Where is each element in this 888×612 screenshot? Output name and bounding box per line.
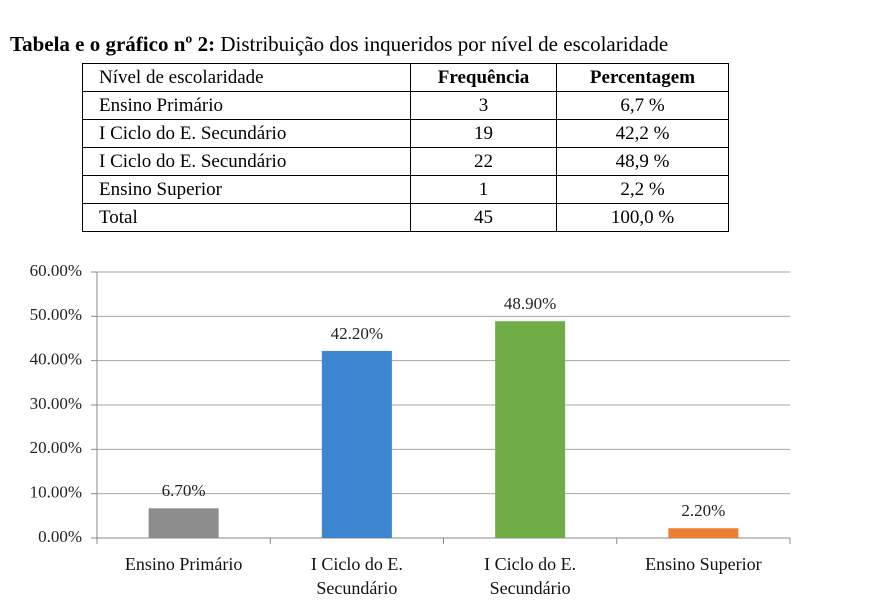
table-cell: 42,2 %	[556, 119, 729, 148]
bar	[148, 508, 219, 538]
header-cell: Percentagem	[556, 63, 729, 92]
table-cell: Ensino Superior	[82, 175, 411, 204]
table-header: Nível de escolaridade Frequência Percent…	[82, 63, 729, 92]
y-tick-label: 60.00%	[30, 261, 82, 280]
x-tick-label: I Ciclo do E. Secundário	[484, 554, 577, 598]
table-cell: 100,0 %	[556, 203, 729, 232]
y-tick-label: 10.00%	[30, 483, 82, 502]
table-cell: Total	[82, 203, 411, 232]
header-cell: Nível de escolaridade	[82, 63, 411, 92]
table-row: I Ciclo do E. Secundário 19 42,2 %	[82, 119, 729, 148]
table-cell: 48,9 %	[556, 147, 729, 176]
bar	[495, 321, 566, 538]
title-text: Distribuição dos inqueridos por nível de…	[220, 32, 669, 56]
bar	[321, 350, 392, 538]
title-label: Tabela e o gráfico nº 2:	[10, 32, 216, 56]
x-tick-label: I Ciclo do E. Secundário	[310, 554, 403, 598]
y-tick-label: 50.00%	[30, 305, 82, 324]
table-cell: Ensino Primário	[82, 91, 411, 120]
table-cell: 45	[410, 203, 557, 232]
table-cell: I Ciclo do E. Secundário	[82, 119, 411, 148]
value-label: 42.20%	[331, 324, 383, 343]
y-tick-label: 20.00%	[30, 438, 82, 457]
table: Nível de escolaridade Frequência Percent…	[82, 63, 729, 232]
bar	[668, 528, 739, 538]
x-tick-label: Ensino Superior	[645, 554, 762, 574]
x-tick-label: Ensino Primário	[124, 554, 243, 574]
table-cell: 6,7 %	[556, 91, 729, 120]
value-label: 6.70%	[162, 481, 206, 500]
value-label: 2.20%	[681, 501, 725, 520]
table-row: Total 45 100,0 %	[82, 203, 729, 232]
title: Tabela e o gráfico nº 2: Distribuição do…	[10, 32, 668, 57]
y-tick-label: 30.00%	[30, 394, 82, 413]
value-label: 48.90%	[504, 294, 556, 313]
table-row: Ensino Primário 3 6,7 %	[82, 91, 729, 120]
y-tick-label: 0.00%	[38, 527, 82, 546]
table-row: I Ciclo do E. Secundário 22 48,9 %	[82, 147, 729, 176]
y-tick-label: 40.00%	[30, 350, 82, 369]
